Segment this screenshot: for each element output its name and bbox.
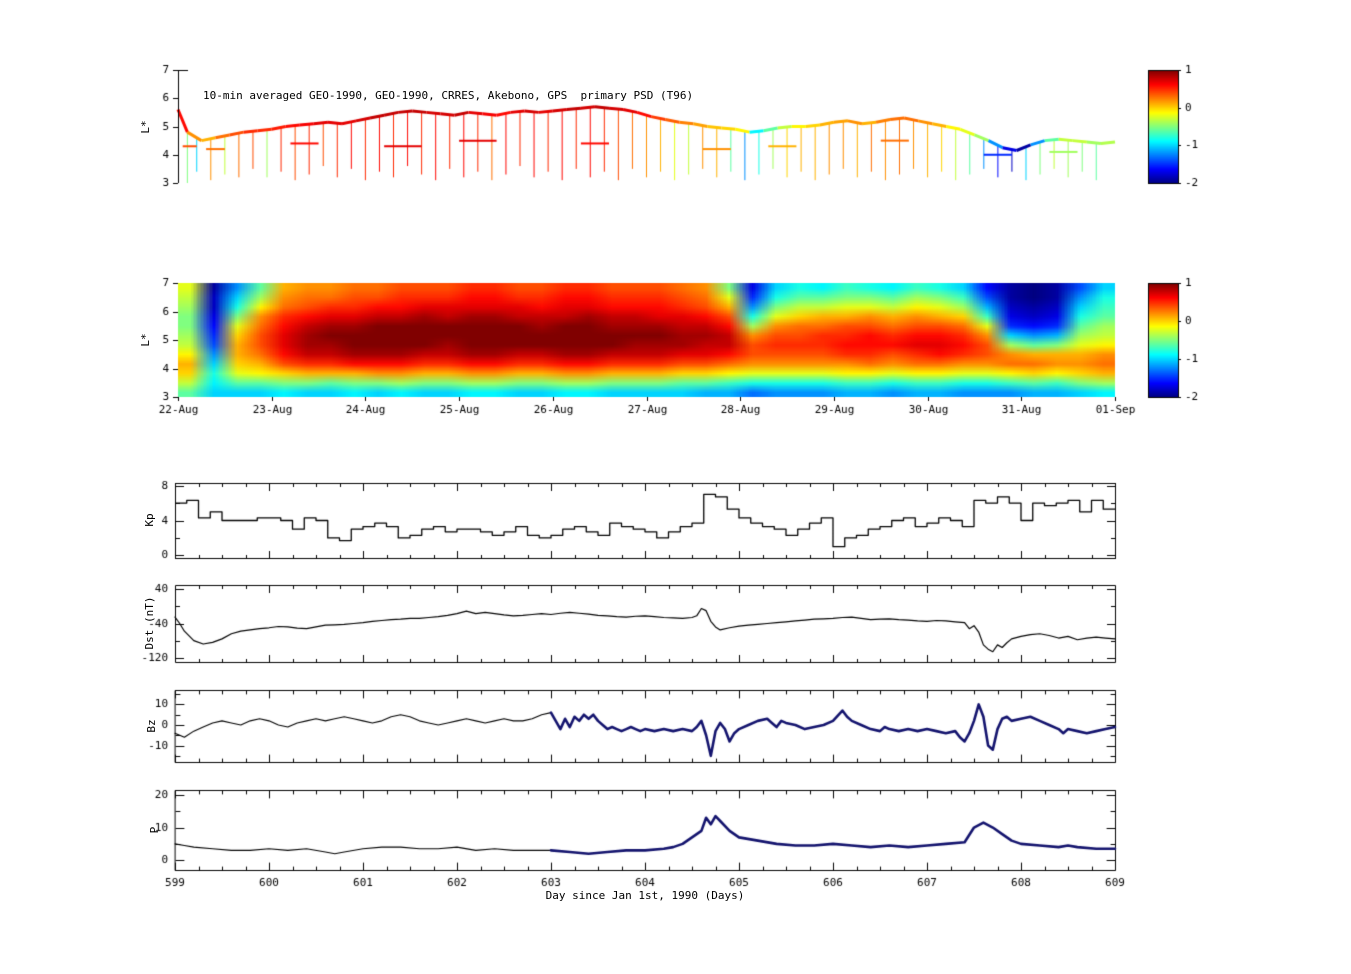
kp-y-axis-label: Kp <box>143 513 156 527</box>
psd-scatter-title: 10-min averaged GEO-1990, GEO-1990, CRRE… <box>203 89 694 102</box>
p-y-axis-label: P <box>148 826 161 834</box>
panel1-y-axis-label: L* <box>139 120 152 134</box>
dst-y-axis-label: Dst (nT) <box>143 596 156 650</box>
x-axis-label: Day since Jan 1st, 1990 (Days) <box>545 889 745 902</box>
bz-y-axis-label: Bz <box>145 719 158 733</box>
panel2-y-axis-label: L* <box>139 333 152 347</box>
